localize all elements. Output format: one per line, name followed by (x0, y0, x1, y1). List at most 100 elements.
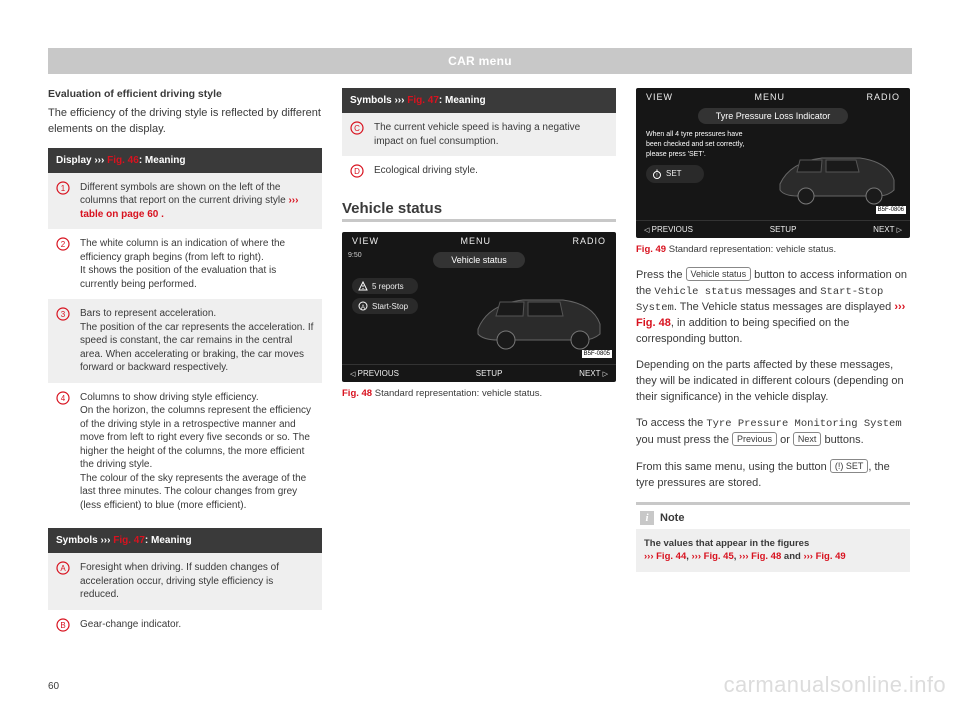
setup-label: SETUP (770, 225, 797, 234)
label: : Meaning (139, 155, 186, 166)
fig-title: Vehicle status (433, 252, 525, 268)
note-box: i Note The values that appear in the fig… (636, 502, 910, 572)
svg-text:D: D (354, 167, 360, 176)
intro-text: The efficiency of the driving style is r… (48, 106, 322, 138)
triangle-right-icon: ▷ (603, 371, 608, 378)
tab-menu: MENU (755, 92, 786, 102)
svg-text:B: B (60, 621, 65, 630)
fig-ref: Fig. 46 (107, 155, 139, 166)
row-marker-3: 3 (56, 307, 72, 321)
row-marker-B: B (56, 618, 72, 632)
note-title: Note (660, 512, 684, 524)
setup-label: SETUP (476, 369, 503, 378)
tyre-icon: ! (652, 169, 662, 179)
mono-text: Vehicle status (654, 286, 742, 298)
text: . The Vehicle status messages are displa… (674, 301, 895, 313)
car-graphic (468, 274, 608, 357)
svg-text:A: A (60, 564, 66, 573)
tab-menu: MENU (461, 236, 492, 246)
next-label: NEXT (873, 225, 894, 234)
info-icon: i (640, 511, 654, 525)
text: buttons. (821, 434, 863, 446)
label: Start-Stop (372, 302, 408, 311)
paragraph: From this same menu, using the button (!… (636, 459, 910, 492)
fig-title: Tyre Pressure Loss Indicator (698, 108, 849, 124)
and: and (781, 551, 803, 562)
svg-text:3: 3 (61, 310, 66, 319)
figure-49: VIEW MENU RADIO Tyre Pressure Loss Indic… (636, 88, 910, 238)
fig-bottom-bar: ◁ PREVIOUS SETUP NEXT ▷ (342, 364, 616, 382)
note-body: The values that appear in the figures ››… (636, 529, 910, 572)
paragraph: Press the Vehicle status button to acces… (636, 267, 910, 348)
table-row: C The current vehicle speed is having a … (342, 113, 616, 156)
title-underline (342, 219, 616, 222)
text: you must press the (636, 434, 732, 446)
figure-49-caption: Fig. 49 Standard representation: vehicle… (636, 244, 910, 257)
row-text: Different symbols are shown on the left … (80, 181, 314, 222)
tab-radio: RADIO (572, 236, 606, 246)
row-marker-2: 2 (56, 237, 72, 251)
watermark: carmanualsonline.info (724, 672, 946, 698)
table-row: D Ecological driving style. (342, 156, 616, 186)
fig-ref: Fig. 47 (113, 535, 145, 546)
label: Symbols ››› (350, 95, 407, 106)
warning-icon (358, 281, 368, 291)
fig-tabs: VIEW MENU RADIO (636, 88, 910, 106)
clock: 9:50 (348, 252, 362, 259)
fig-ref: ››› Fig. 48 (739, 551, 781, 562)
column-1: Evaluation of efficient driving style Th… (48, 88, 322, 640)
text: messages and (743, 285, 821, 297)
svg-text:!: ! (656, 173, 657, 179)
row-text: Ecological driving style. (374, 164, 608, 178)
caption-text: Standard representation: vehicle status. (372, 388, 542, 399)
text: Different symbols are shown on the left … (80, 182, 288, 207)
tab-view: VIEW (646, 92, 673, 102)
label: 5 reports (372, 282, 404, 291)
page-header: CAR menu (48, 48, 912, 74)
fig-tabs: VIEW MENU RADIO (342, 232, 616, 250)
table-row: 4 Columns to show driving style efficien… (48, 383, 322, 521)
vehicle-status-button: Vehicle status (686, 267, 752, 281)
row-text: The white column is an indication of whe… (80, 237, 314, 291)
table-header: Display ››› Fig. 46: Meaning (48, 148, 322, 173)
reports-button: 5 reports (352, 278, 418, 294)
label: Display ››› (56, 155, 107, 166)
row-text: Gear-change indicator. (80, 618, 314, 632)
row-marker-C: C (350, 121, 366, 135)
prev-label: PREVIOUS (652, 225, 693, 234)
svg-text:4: 4 (61, 394, 66, 403)
figure-48: VIEW MENU RADIO Vehicle status 9:50 5 re… (342, 232, 616, 382)
triangle-left-icon: ◁ (644, 227, 649, 234)
tab-radio: RADIO (866, 92, 900, 102)
fig-label: Fig. 48 (342, 388, 372, 399)
section-title: Vehicle status (342, 200, 616, 217)
subheading: Evaluation of efficient driving style (48, 88, 322, 100)
label: Symbols ››› (56, 535, 113, 546)
prev-label: PREVIOUS (358, 369, 399, 378)
text: From this same menu, using the button (636, 461, 830, 473)
fig-ref: Fig. 47 (407, 95, 439, 106)
page-number: 60 (48, 681, 59, 692)
fig-bottom-bar: ◁ PREVIOUS SETUP NEXT ▷ (636, 220, 910, 238)
text: Press the (636, 269, 686, 281)
row-text: The current vehicle speed is having a ne… (374, 121, 608, 148)
label: SET (666, 168, 682, 179)
label: : Meaning (145, 535, 192, 546)
row-text: Columns to show driving style efficiency… (80, 391, 314, 513)
table-row: A Foresight when driving. If sudden chan… (48, 553, 322, 610)
triangle-left-icon: ◁ (350, 371, 355, 378)
paragraph: To access the Tyre Pressure Monitoring S… (636, 416, 910, 449)
paragraph: Depending on the parts affected by these… (636, 358, 910, 406)
text: The values that appear in the figures (644, 538, 809, 549)
fig-info-text: When all 4 tyre pressures have been chec… (646, 130, 766, 183)
figure-48-caption: Fig. 48 Standard representation: vehicle… (342, 388, 616, 401)
text: or (777, 434, 793, 446)
table-row: B Gear-change indicator. (48, 610, 322, 640)
row-marker-A: A (56, 561, 72, 575)
set-button: ! SET (646, 165, 704, 182)
fig-code: B5F-0806 (876, 206, 906, 214)
svg-text:1: 1 (61, 184, 66, 193)
mono-text: Tyre Pressure Monitoring System (706, 418, 901, 430)
tab-view: VIEW (352, 236, 379, 246)
fig-label: Fig. 49 (636, 244, 666, 255)
